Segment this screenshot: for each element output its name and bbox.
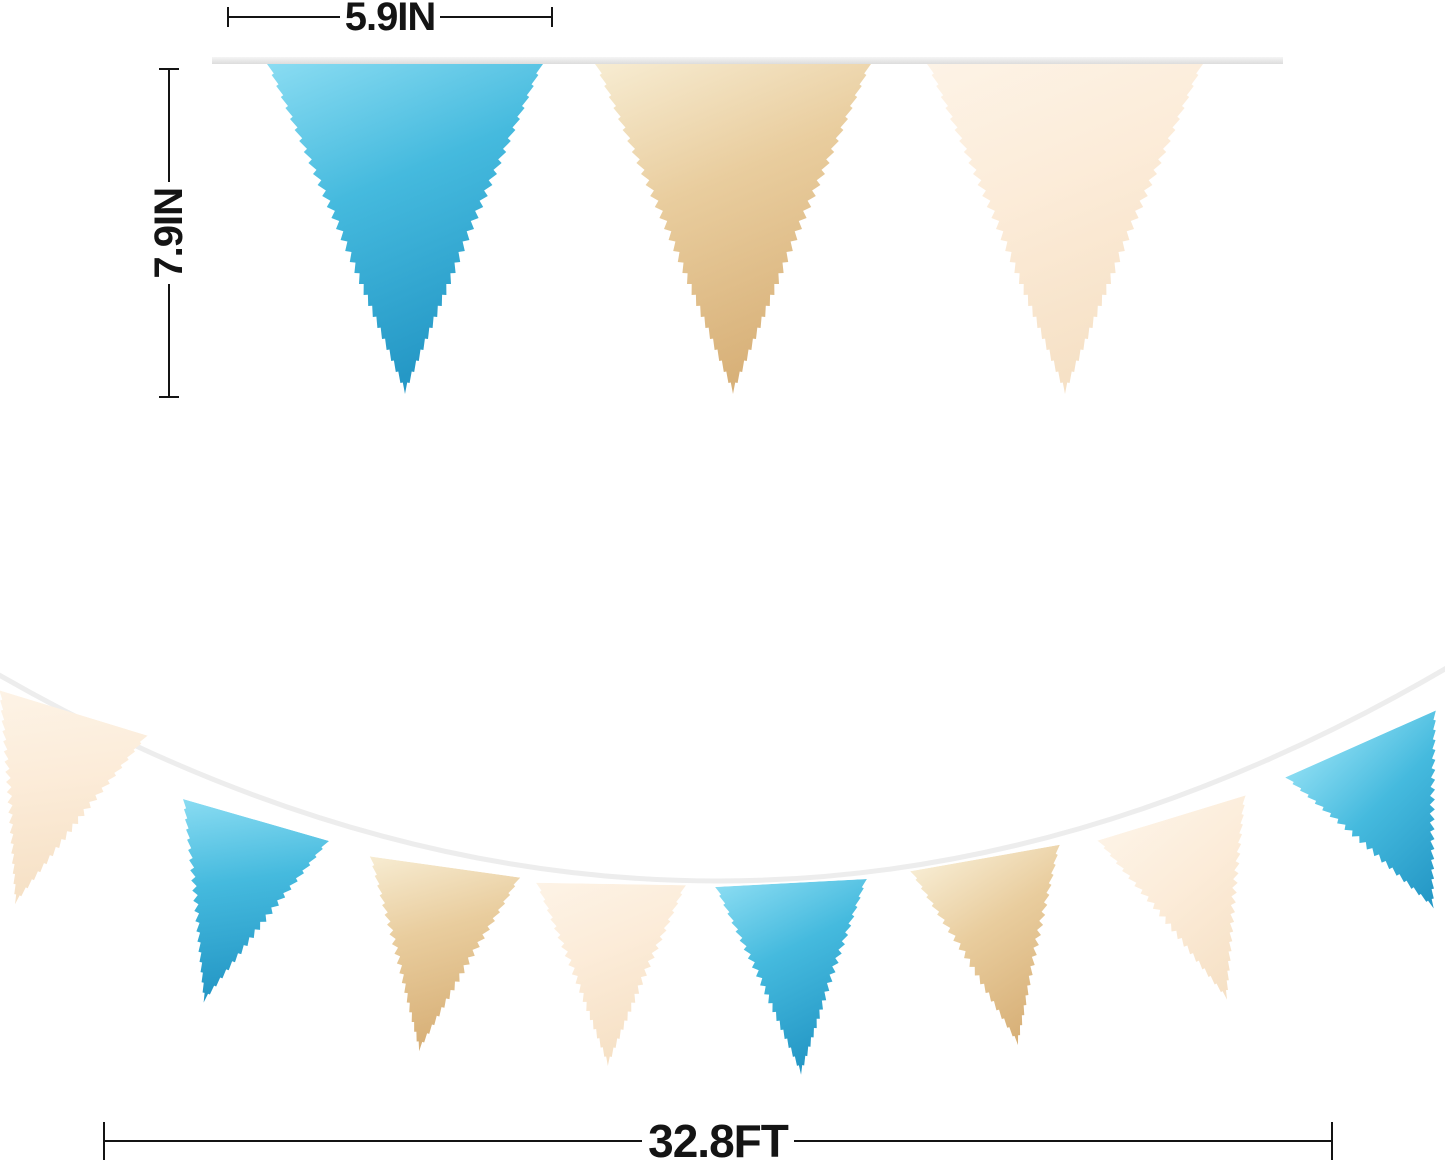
dimension-tick	[551, 7, 554, 27]
dimension-tick	[227, 7, 229, 27]
pennant-shape	[1096, 795, 1246, 1000]
pennant-shape	[595, 64, 871, 394]
hanging-ribbon	[212, 57, 1283, 64]
dimension-line	[229, 16, 340, 18]
flag-width-label: 5.9IN	[344, 0, 437, 39]
dimension-line	[168, 284, 170, 397]
pennant-flag-cream	[1096, 795, 1301, 1022]
dimension-tick	[159, 68, 179, 70]
dimension-line	[168, 70, 170, 182]
pennant-flag-gold	[910, 844, 1093, 1059]
pennant-flag-blue	[131, 799, 330, 1024]
dimension-line	[105, 1140, 643, 1142]
pennant-flag-cream	[0, 690, 148, 927]
pennant-flag-gold	[595, 64, 871, 394]
dimension-tick	[103, 1122, 105, 1160]
pennant-shape	[536, 882, 686, 1066]
pennant-flag-cream	[927, 64, 1203, 394]
pennant-shape	[927, 64, 1203, 394]
dimension-tick	[1331, 1122, 1334, 1160]
dimension-line	[440, 16, 552, 18]
pennant-shape	[369, 856, 521, 1052]
pennant-shape	[910, 844, 1060, 1046]
pennant-flag-gold	[344, 856, 521, 1061]
dimension-tick	[159, 396, 179, 399]
pennant-shape	[267, 64, 543, 394]
dimension-line	[793, 1140, 1332, 1142]
pennant-shape	[182, 799, 330, 1003]
banner-length-label: 32.8FT	[648, 1115, 789, 1164]
pennant-shape	[0, 690, 148, 905]
flag-width-dimension: 5.9IN	[227, 0, 554, 39]
banner-length-dimension: 32.8FT	[103, 1115, 1334, 1164]
pennant-flag-blue	[1284, 710, 1445, 942]
flag-height-label: 7.9IN	[147, 187, 191, 279]
pennant-shape	[1284, 710, 1436, 909]
pennant-shape	[715, 879, 867, 1075]
pennant-flag-cream	[533, 882, 686, 1068]
pennant-flag-blue	[715, 879, 877, 1079]
pennant-flag-blue	[267, 64, 543, 394]
flag-height-dimension: 7.9IN	[147, 68, 191, 399]
